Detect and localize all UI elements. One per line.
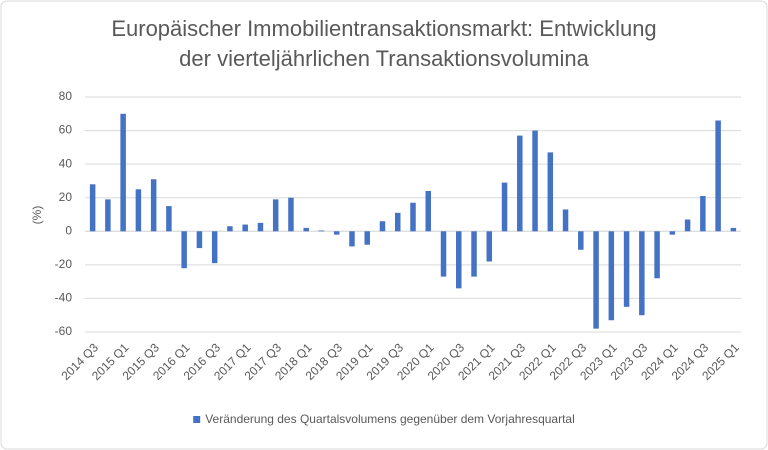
bar [120,113,126,232]
bar [715,120,721,232]
bar [456,231,462,289]
y-tick-label: -60 [55,324,73,338]
bar [135,189,142,232]
bar [303,227,309,232]
bar [608,231,615,321]
bar [105,199,111,232]
y-tick-label: -20 [55,257,73,271]
bar [547,152,554,232]
bar [318,230,325,232]
bar [562,209,569,232]
bar [410,202,416,232]
bar [196,231,203,249]
bar [333,231,340,235]
legend-label: Veränderung des Quartalsvolumens gegenüb… [205,412,575,426]
bar [89,184,96,232]
bar [486,231,493,262]
bar [669,231,676,235]
bar [639,231,645,316]
bar [166,206,172,232]
bar [288,197,294,232]
bar [440,231,447,277]
bar [272,199,279,232]
bar [730,227,737,232]
bar [181,231,187,269]
bar [211,231,218,264]
bar [578,231,584,250]
bar [394,212,401,232]
bar [517,135,523,232]
bar [242,224,248,232]
bar [364,231,370,245]
y-tick-label: 0 [65,223,72,237]
chart-title: Europäischer Immobilientransaktionsmarkt… [111,16,657,71]
bar [150,179,157,232]
legend-swatch [193,416,201,423]
bar [654,231,660,279]
y-tick-label: -40 [55,291,73,305]
bar [471,231,477,277]
bar [700,196,706,232]
y-axis-label: (%) [30,206,44,225]
bar [425,191,432,232]
bar [593,231,599,329]
bar [349,231,355,247]
y-tick-label: 80 [59,89,73,103]
y-tick-label: 60 [59,123,73,137]
bar [501,182,508,232]
bar [623,231,630,307]
bar [227,226,233,232]
y-tick-label: 40 [59,156,73,170]
bar [379,221,386,232]
bar [532,130,538,232]
bar [257,222,264,232]
bar [684,219,691,232]
y-tick-label: 20 [59,190,73,204]
